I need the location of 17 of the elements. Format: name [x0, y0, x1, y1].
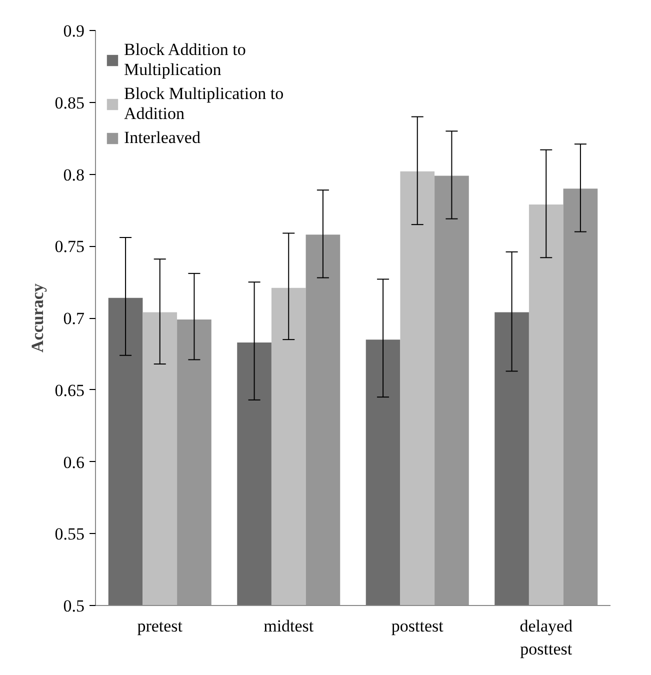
- x-tick-label: pretest: [137, 616, 183, 636]
- y-tick-label: 0.55: [54, 524, 84, 544]
- x-tick-label: midtest: [264, 616, 314, 636]
- x-tick-label: posttest: [391, 616, 444, 636]
- legend-label: Block Addition to Multiplication: [124, 40, 246, 80]
- x-tick-label: delayed posttest: [520, 616, 574, 658]
- y-tick-label: 0.65: [54, 380, 84, 400]
- y-tick-label: 0.75: [54, 237, 84, 256]
- y-tick-label: 0.9: [63, 22, 84, 40]
- legend-label: Block Multiplication to Addition: [124, 84, 284, 124]
- legend-label: Interleaved: [124, 128, 200, 148]
- y-tick-label: 0.7: [63, 309, 85, 328]
- y-tick-label: 0.8: [63, 165, 84, 184]
- y-tick-label: 0.6: [63, 452, 84, 472]
- y-tick-label: 0.85: [54, 93, 84, 112]
- y-tick-label: 0.5: [63, 596, 84, 616]
- y-axis-title: Accuracy: [28, 283, 47, 352]
